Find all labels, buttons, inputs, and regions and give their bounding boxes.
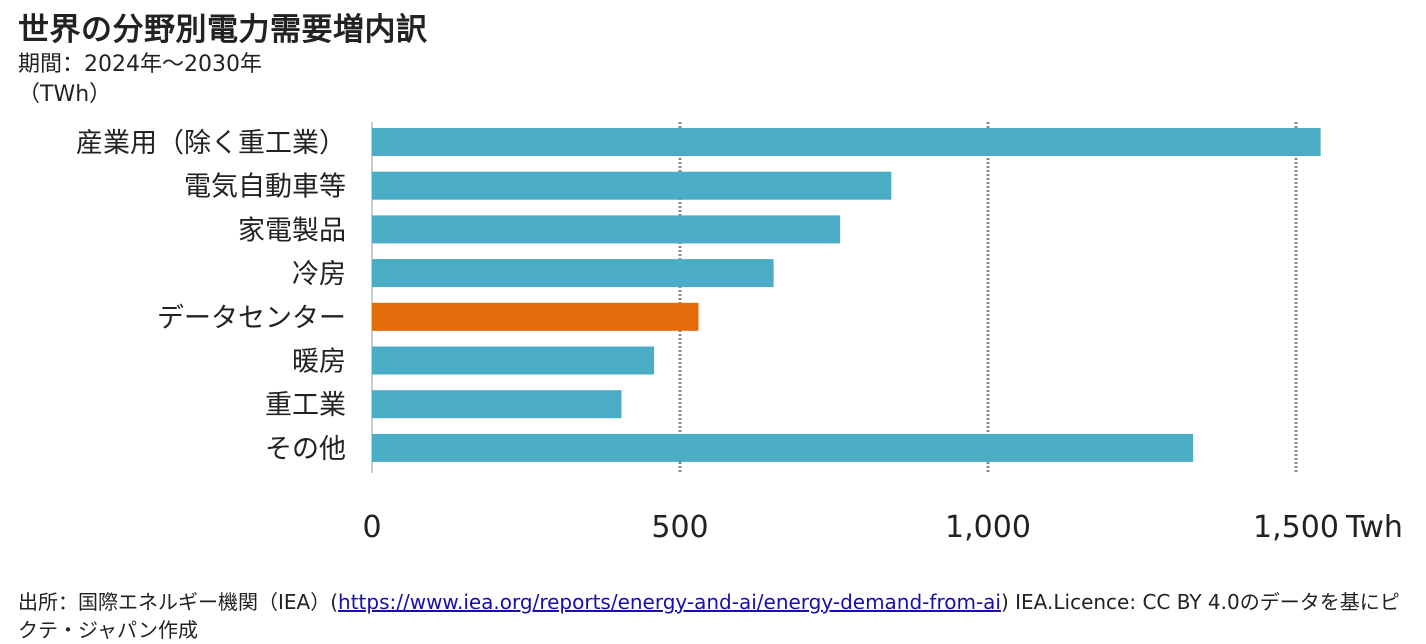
- chart-subtitle: 期間：2024年～2030年: [18, 52, 262, 77]
- category-label: 重工業: [265, 390, 346, 421]
- category-label: 冷房: [292, 259, 346, 290]
- category-label: 電気自動車等: [184, 172, 346, 203]
- x-tick-label: 1,500: [1253, 510, 1339, 545]
- bar: [372, 390, 622, 419]
- category-label: 暖房: [292, 347, 346, 378]
- bar: [372, 215, 841, 244]
- category-label: 家電製品: [238, 215, 346, 246]
- source-link[interactable]: https://www.iea.org/reports/energy-and-a…: [338, 590, 1001, 614]
- x-tick-label: 1,000: [945, 510, 1031, 545]
- bar: [372, 259, 774, 288]
- x-tick-label: 0: [362, 510, 381, 545]
- bar: [372, 302, 699, 331]
- category-label: データセンター: [157, 303, 346, 334]
- bar: [372, 433, 1194, 462]
- x-unit-label: Twh: [1345, 510, 1403, 545]
- category-label: 産業用（除く重工業）: [76, 128, 346, 159]
- unit-label: （TWh）: [18, 82, 112, 107]
- chart-title: 世界の分野別電力需要増内訳: [18, 12, 428, 48]
- source-note: 出所：国際エネルギー機関（IEA）(https://www.iea.org/re…: [18, 588, 1418, 644]
- bar: [372, 128, 1321, 156]
- bar: [372, 346, 655, 375]
- source-suffix: ) IEA.Licence: CC BY 4.0のデータを基にピクテ・ジャパン作…: [18, 590, 1400, 642]
- source-prefix: 出所：国際エネルギー機関（IEA）(: [18, 590, 339, 614]
- category-label: その他: [265, 434, 346, 465]
- x-tick-label: 500: [651, 510, 708, 545]
- bar: [372, 171, 892, 200]
